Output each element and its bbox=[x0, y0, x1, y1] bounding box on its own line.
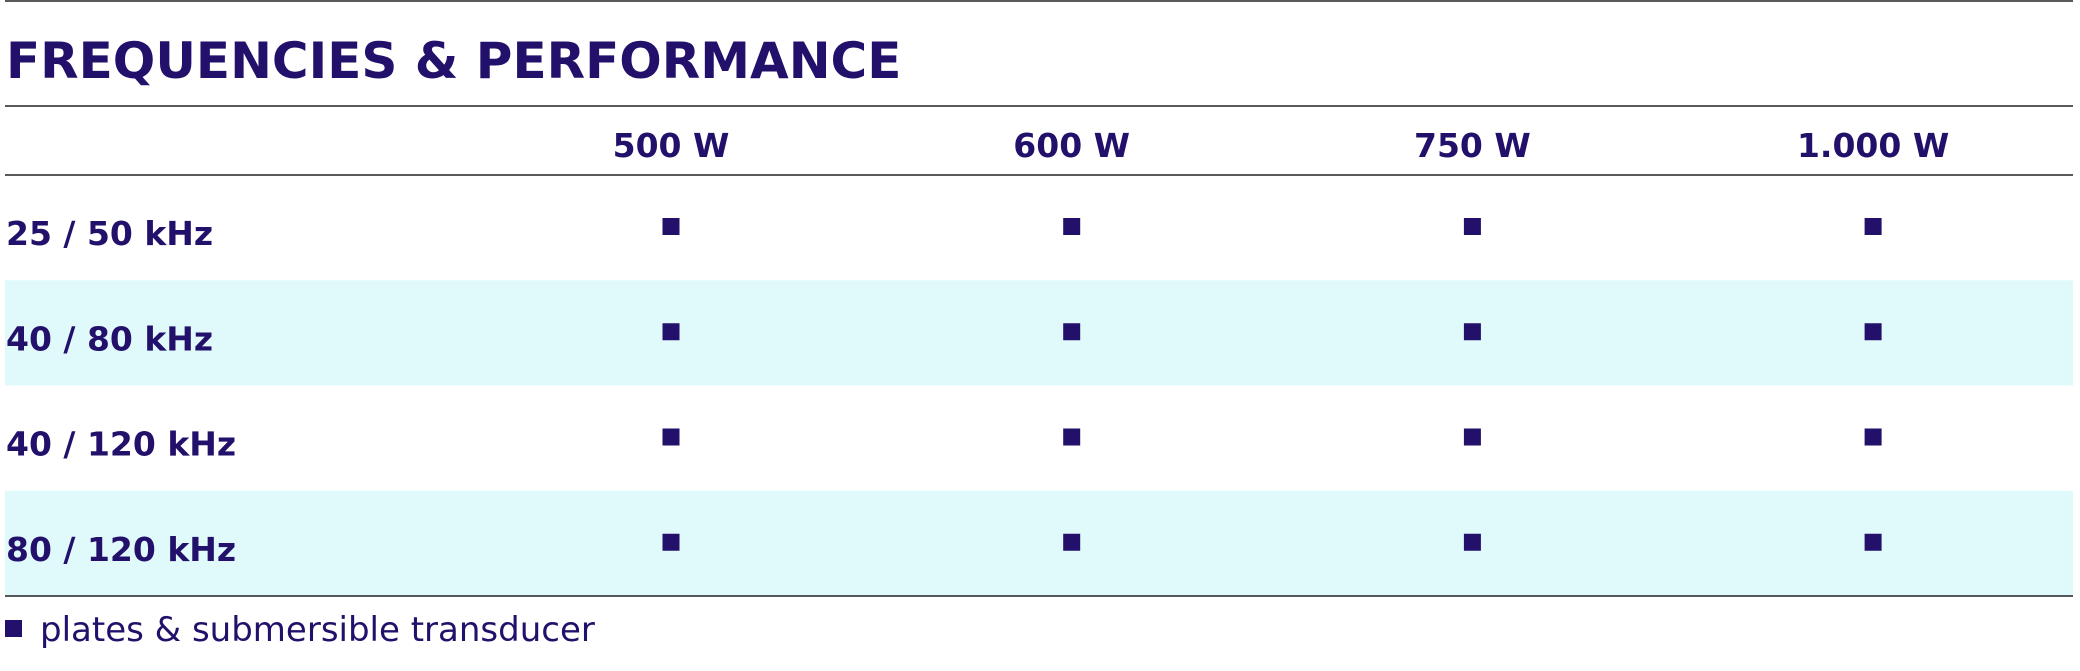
availability-mark bbox=[1864, 323, 1882, 341]
availability-mark bbox=[662, 428, 680, 446]
column-header: 750 W bbox=[1414, 126, 1531, 165]
availability-mark bbox=[1063, 428, 1081, 446]
column-header: 600 W bbox=[1013, 126, 1130, 165]
availability-mark bbox=[1864, 218, 1882, 235]
availability-mark bbox=[1864, 533, 1882, 551]
availability-mark bbox=[1463, 533, 1481, 551]
availability-mark bbox=[662, 218, 680, 235]
row-label: 40 / 80 kHz bbox=[6, 319, 213, 358]
availability-mark bbox=[662, 323, 680, 341]
availability-mark bbox=[1463, 428, 1481, 446]
availability-mark bbox=[1063, 323, 1081, 341]
row-label: 25 / 50 kHz bbox=[6, 214, 213, 253]
availability-mark bbox=[1463, 218, 1481, 235]
row-label: 80 / 120 kHz bbox=[6, 530, 236, 569]
title: FREQUENCIES & PERFORMANCE bbox=[6, 32, 901, 90]
availability-mark bbox=[1463, 323, 1481, 341]
availability-mark bbox=[1063, 218, 1081, 235]
row-label: 40 / 120 kHz bbox=[6, 425, 236, 464]
column-header: 500 W bbox=[613, 126, 730, 165]
legend-icon bbox=[5, 620, 22, 637]
availability-mark bbox=[1063, 533, 1081, 551]
availability-mark bbox=[1864, 428, 1882, 446]
row-band bbox=[5, 490, 2073, 596]
row-band bbox=[5, 280, 2073, 386]
legend-label: plates & submersible transducer bbox=[40, 610, 595, 650]
column-header: 1.000 W bbox=[1797, 126, 1949, 165]
availability-mark bbox=[662, 533, 680, 551]
